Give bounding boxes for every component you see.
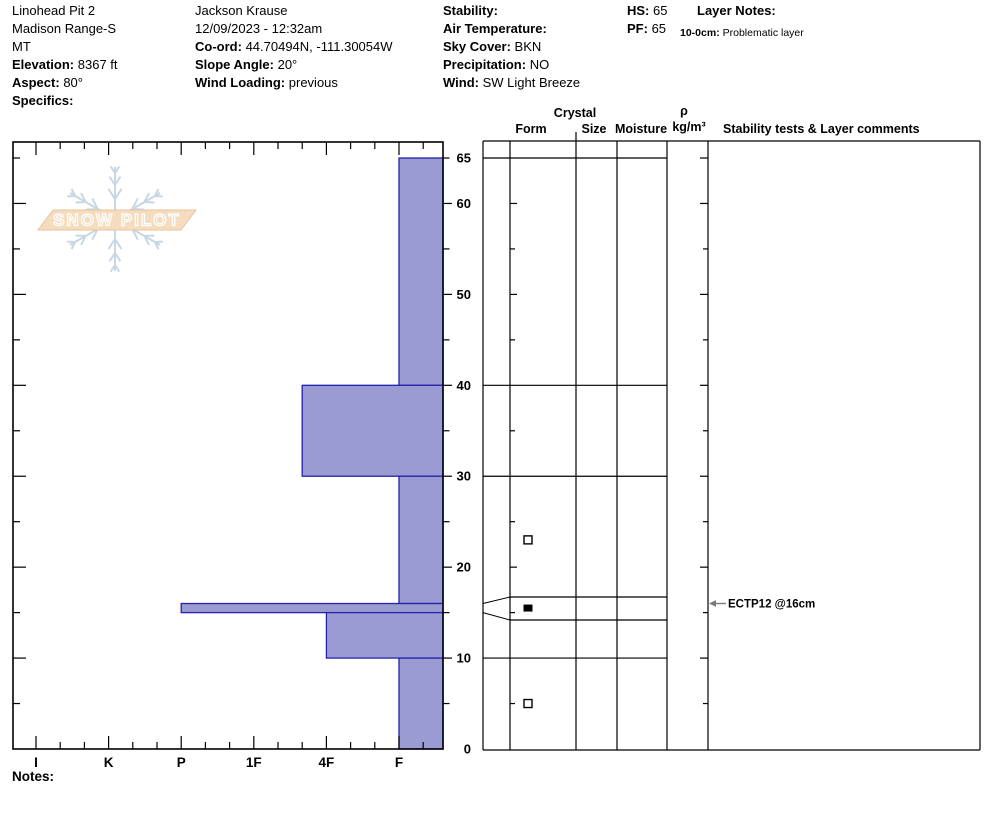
y-axis-label-0: 0 — [464, 742, 471, 757]
header-field-observer-1: 12/09/2023 - 12:32am — [195, 21, 323, 36]
x-axis-label-4F: 4F — [319, 755, 335, 770]
header-field-observer-0: Jackson Krause — [195, 3, 288, 18]
snowflake-branch — [144, 234, 155, 237]
header-field-location-0: Linohead Pit 2 — [12, 3, 96, 18]
header-field-location-1: Madison Range-S — [12, 21, 117, 36]
header-field-totals-0: HS: 65 — [627, 3, 668, 18]
column-header-density-unit: kg/m³ — [672, 120, 706, 134]
thin-layer-fan-bottom — [482, 612, 511, 621]
header-field-conditions-0: Stability: — [443, 3, 498, 18]
snowflake-branch — [91, 197, 99, 210]
snowflake-branch — [153, 188, 160, 197]
header-field-location-3: Elevation: 8367 ft — [12, 57, 118, 72]
snowflake-branch — [70, 188, 77, 197]
snowflake-branch — [143, 192, 150, 203]
snowflake-branch — [114, 252, 122, 262]
y-axis-label-40: 40 — [457, 378, 471, 393]
x-axis-label-1F: 1F — [246, 755, 262, 770]
snowflake-branch — [107, 188, 116, 200]
header-field-observer-2: Co-ord: 44.70494N, -111.30054W — [195, 39, 393, 54]
hardness-bars — [180, 157, 444, 750]
chart-axes: 0 10 20 30 40 50 60 65 I K P 1F 4F F — [12, 141, 471, 770]
snowflake-branch — [80, 192, 87, 203]
snowflake-branch — [109, 165, 116, 174]
y-axis-label-20: 20 — [457, 560, 471, 575]
snowflake-branch — [80, 235, 87, 246]
x-axis-label-K: K — [104, 755, 114, 770]
header-field-observer-4: Wind Loading: previous — [195, 75, 338, 90]
snowflake-branch — [114, 238, 123, 250]
hardness-bar-16-15cm — [180, 602, 444, 614]
header-field-conditions-2: Sky Cover: BKN — [443, 39, 542, 54]
snowflake-branch — [107, 238, 116, 250]
header-field-totals-1: PF: 65 — [627, 21, 667, 36]
snowflake-branch — [75, 234, 86, 237]
snowflake-branch — [144, 201, 155, 204]
snowflake-branch — [143, 235, 150, 246]
snowflake-branch — [109, 264, 116, 273]
layer-note: 10-0cm: Problematic layer — [680, 26, 804, 40]
x-axis-label-I: I — [34, 755, 38, 770]
annotations: ECTP12 @16cm — [523, 535, 815, 709]
column-header-moisture: Moisture — [614, 122, 668, 136]
header-field-conditions-4: Wind: SW Light Breeze — [443, 75, 581, 90]
hardness-bar-30-16cm — [398, 475, 444, 605]
y-axis-label-60: 60 — [457, 196, 471, 211]
snowflake-branch — [114, 188, 123, 200]
snowflake-branch — [91, 228, 99, 241]
y-axis-label-65: 65 — [457, 151, 471, 166]
ect-arrow-head — [709, 600, 716, 607]
header-field-location-2: MT — [12, 39, 31, 54]
notes-label: Notes: — [12, 769, 55, 784]
header-field-observer-3: Slope Angle: 20° — [195, 57, 298, 72]
column-header-form: Form — [515, 122, 547, 136]
watermark-band — [37, 209, 197, 231]
chart-border — [12, 141, 444, 750]
grain-symbol-open-square-5cm — [523, 698, 533, 709]
header-field-location-5: Specifics: — [12, 93, 74, 108]
layer-note-range: 10-0cm: — [680, 27, 720, 39]
column-header-comments: Stability tests & Layer comments — [723, 122, 920, 136]
snowflake-branch — [75, 201, 86, 204]
snowflake-branch — [70, 241, 77, 250]
x-axis-label-P: P — [177, 755, 186, 770]
snowflake-branch — [131, 197, 139, 210]
watermark-text: SNOW PILOT — [53, 211, 181, 230]
header-field-conditions-3: Precipitation: NO — [443, 57, 550, 72]
hardness-bar-10-0cm — [398, 657, 444, 750]
header-field-location-4: Aspect: 80° — [12, 75, 83, 90]
snowflake-branch — [114, 165, 121, 174]
column-header-density-symbol: ρ — [680, 104, 688, 118]
snowflake-branch — [108, 176, 116, 186]
y-axis-label-30: 30 — [457, 469, 471, 484]
thin-layer-fan-top — [482, 596, 511, 605]
snowflake-branch — [153, 241, 160, 250]
snowflake-branch — [114, 264, 121, 273]
grain-symbol-open-square-23cm — [523, 535, 533, 545]
hardness-bar-15-10cm — [325, 611, 444, 659]
column-header-crystal: Crystal — [553, 106, 597, 120]
snowflake-branch — [108, 252, 116, 262]
header-field-conditions-1: Air Temperature: — [443, 21, 547, 36]
ect-test-label: ECTP12 @16cm — [728, 599, 815, 611]
layer-notes-title-text: Layer Notes: — [697, 3, 776, 18]
layer-table — [482, 132, 981, 751]
layer-note-text: Problematic layer — [722, 27, 804, 39]
hardness-bar-40-30cm — [301, 384, 444, 477]
y-axis-label-10: 10 — [457, 651, 471, 666]
layer-notes-title: Layer Notes: — [697, 4, 776, 18]
snowflake-branch — [114, 176, 122, 186]
snowflake-branch — [131, 228, 139, 241]
x-axis-label-F: F — [395, 755, 403, 770]
grain-symbol-filled-square-15.5cm — [523, 604, 533, 612]
column-header-size: Size — [581, 122, 607, 136]
hardness-bar-65-40cm — [398, 157, 444, 386]
y-axis-label-50: 50 — [457, 287, 471, 302]
